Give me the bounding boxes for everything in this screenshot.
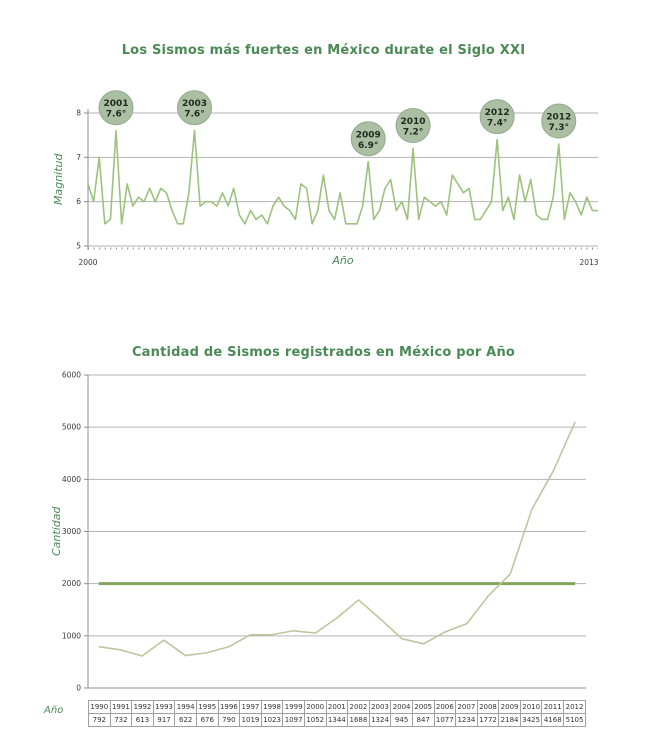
annotation-bubble xyxy=(479,99,515,135)
magnitude-x-axis-label: Año xyxy=(332,254,354,267)
annotation-year: 2012 xyxy=(546,113,571,123)
value-cell: 917 xyxy=(152,713,176,727)
count-table-row-label: Año xyxy=(44,705,64,716)
y-tick-label: 7 xyxy=(76,153,81,162)
annotation-year: 2009 xyxy=(356,130,381,140)
magnitude-line xyxy=(87,129,598,225)
count-data-table: 1990 1991 1992 1993 1994 1995 1996 1997 1998 1999… xyxy=(88,700,586,727)
annotation-year: 2012 xyxy=(485,108,510,118)
count-chart-title: Cantidad de Sismos registrados en México… xyxy=(131,345,516,360)
value-cell: 732 xyxy=(109,713,133,727)
y-tick-label: 6 xyxy=(76,197,81,206)
y-tick-label: 5000 xyxy=(62,423,81,432)
annotation-bubble xyxy=(176,90,212,126)
annotation-bubble xyxy=(541,103,577,139)
annotation-magnitude: 7.2° xyxy=(403,127,423,137)
y-tick-label: 3000 xyxy=(62,527,81,536)
value-cell: 613 xyxy=(131,713,154,727)
annotation-magnitude: 7.3° xyxy=(549,123,569,133)
annotation-magnitude: 7.6° xyxy=(184,110,204,120)
y-tick-label: 8 xyxy=(76,109,81,118)
table-value-row: 792 732 613 917 622 676 790 1019 1023 1097 1052 134… xyxy=(88,713,586,727)
y-tick-label: 5 xyxy=(76,242,81,251)
value-cell: 1077 xyxy=(433,713,457,727)
x-start-tick-label: 2000 xyxy=(78,258,97,267)
annotation-magnitude: 7.4° xyxy=(487,119,507,129)
y-tick-label: 4000 xyxy=(62,475,81,484)
x-end-tick-label: 2013 xyxy=(579,258,598,267)
y-tick-label: 2000 xyxy=(62,579,81,588)
annotation-magnitude: 7.6° xyxy=(106,110,126,120)
annotation-bubble xyxy=(350,121,386,157)
magnitude-chart-title: Los Sismos más fuertes en México durate … xyxy=(121,43,526,58)
value-cell: 5105 xyxy=(563,713,586,727)
value-cell: 676 xyxy=(195,713,219,727)
y-tick-label: 6000 xyxy=(62,371,81,380)
value-cell: 792 xyxy=(88,713,111,727)
annotation-magnitude: 6.9° xyxy=(358,141,378,151)
value-cell: 3425 xyxy=(519,713,543,727)
annotation-year: 2001 xyxy=(103,99,128,109)
annotation-bubble xyxy=(98,90,134,126)
annotation-year: 2010 xyxy=(401,117,426,127)
y-tick-label: 1000 xyxy=(62,631,81,640)
count-line xyxy=(98,421,576,657)
y-tick-label: 0 xyxy=(76,684,81,693)
annotation-bubble xyxy=(395,107,431,143)
annotation-year: 2003 xyxy=(182,99,207,109)
value-cell: 622 xyxy=(174,713,197,727)
value-cell: 790 xyxy=(217,713,241,727)
